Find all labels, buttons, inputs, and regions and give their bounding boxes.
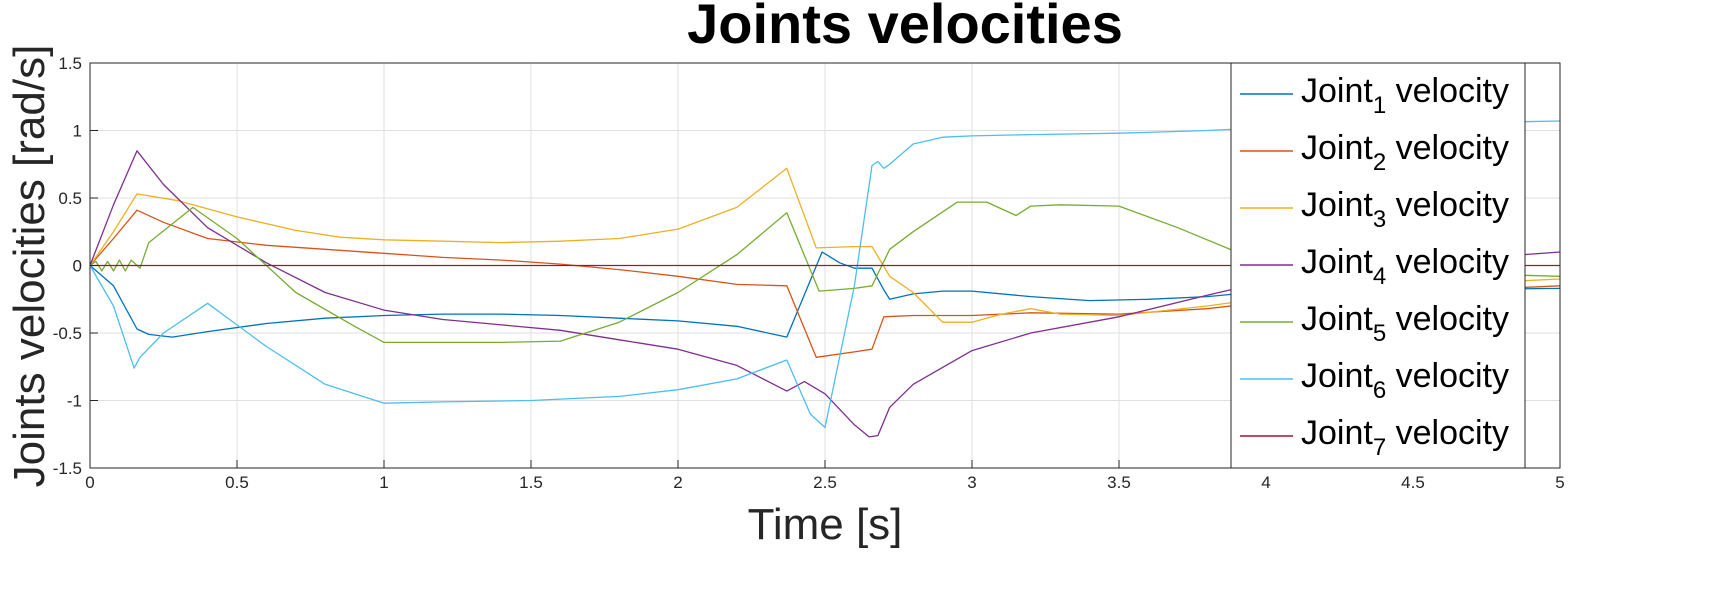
x-tick-label: 0 xyxy=(85,473,94,492)
x-tick-label: 5 xyxy=(1555,473,1564,492)
y-tick-label: -1.5 xyxy=(53,459,82,478)
x-tick-label: 2.5 xyxy=(813,473,837,492)
y-tick-label: 1 xyxy=(73,122,82,141)
legend-label-joint-4: Joint4 velocity xyxy=(1301,243,1509,290)
y-tick-label: 0 xyxy=(73,257,82,276)
x-axis-label: Time [s] xyxy=(748,500,903,549)
x-tick-label: 3 xyxy=(967,473,976,492)
series-line-joint-1 xyxy=(89,251,1561,338)
y-tick-label: 0.5 xyxy=(58,189,82,208)
y-tick-label: -0.5 xyxy=(53,324,82,343)
x-tick-label: 3.5 xyxy=(1107,473,1131,492)
x-tick-label: 1.5 xyxy=(519,473,543,492)
legend-label-joint-5: Joint5 velocity xyxy=(1301,300,1509,347)
x-tick-label: 4.5 xyxy=(1401,473,1425,492)
legend-label-joint-1: Joint1 velocity xyxy=(1301,72,1509,119)
series-line-joint-5 xyxy=(89,201,1561,344)
y-axis-label: Joints velocities [rad/s] xyxy=(5,45,54,488)
series-line-joint-2 xyxy=(89,209,1561,358)
legend-label-joint-2: Joint2 velocity xyxy=(1301,129,1509,176)
x-tick-label: 4 xyxy=(1261,473,1270,492)
x-tick-label: 2 xyxy=(673,473,682,492)
x-tick-label: 0.5 xyxy=(225,473,249,492)
legend: Joint1 velocity Joint2 velocity Joint3 vel… xyxy=(1230,62,1526,469)
x-tick-label: 1 xyxy=(379,473,388,492)
legend-label-joint-3: Joint3 velocity xyxy=(1301,186,1509,233)
legend-label-joint-7: Joint7 velocity xyxy=(1301,414,1509,461)
series-line-joint-3 xyxy=(89,167,1561,323)
y-tick-label: 1.5 xyxy=(58,54,82,73)
chart-title: Joints velocities xyxy=(687,0,1123,55)
series-lines xyxy=(89,120,1561,438)
y-tick-label: -1 xyxy=(67,392,82,411)
axis-ticks: 0 0.5 1 1.5 2 2.5 3 3.5 4 4.5 5 -1.5 -1 -0.5 0 0.5 1 1.5 xyxy=(53,54,1565,492)
series-line-joint-6 xyxy=(89,120,1561,429)
legend-label-joint-6: Joint6 velocity xyxy=(1301,357,1509,404)
